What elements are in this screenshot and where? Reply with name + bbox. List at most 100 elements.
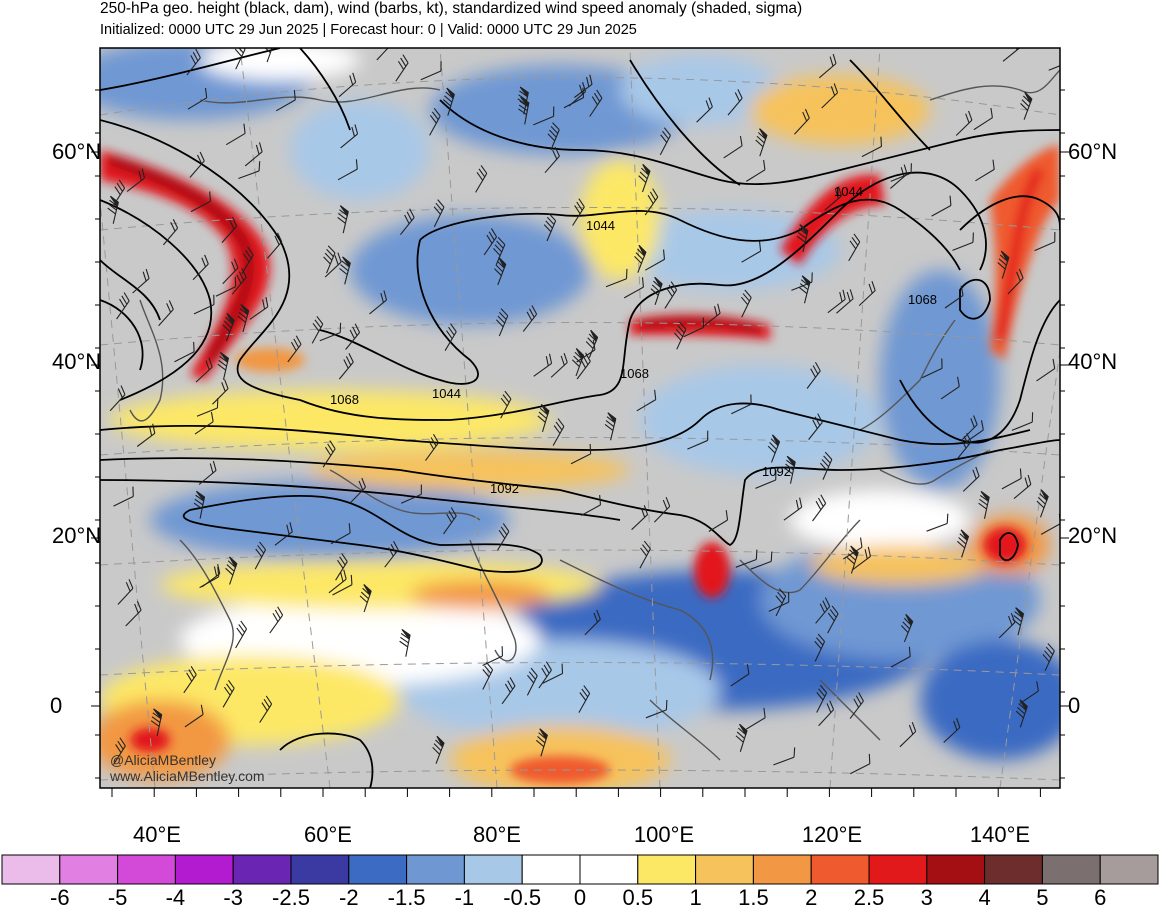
wind-barb (345, 323, 361, 350)
wind-barb (517, 86, 529, 115)
lon-label-120e: 120°E (801, 822, 863, 847)
wind-barb (846, 545, 859, 574)
wind-barb (580, 495, 602, 516)
wind-barb (816, 684, 828, 713)
wind-barb (225, 556, 238, 585)
wind-barb (537, 403, 550, 433)
colorbar-label: -2 (339, 885, 359, 910)
wind-barb (604, 412, 617, 441)
wind-barb (518, 96, 530, 125)
wind-barb (225, 123, 246, 146)
wind-barb (193, 490, 206, 519)
wind-barb (322, 440, 336, 468)
colorbar-box (868, 854, 928, 885)
wind-barb (189, 151, 205, 178)
map-plot-area (100, 48, 1060, 788)
wind-barb (631, 505, 649, 531)
contour-label: 1044 (432, 386, 461, 401)
wind-barb (183, 666, 197, 694)
wind-barb (217, 352, 229, 380)
wind-barb (442, 87, 455, 116)
wind-barb (793, 108, 810, 135)
wind-barb (664, 281, 678, 309)
lon-label-40e: 40°E (133, 822, 181, 847)
wind-barb (249, 297, 269, 320)
map-title: 250-hPa geo. height (black, dam), wind (… (100, 0, 803, 17)
wind-barb (237, 304, 250, 333)
wind-barb (339, 256, 351, 285)
wind-barb (806, 362, 821, 389)
wind-barb (796, 224, 809, 253)
wind-barb (369, 290, 388, 315)
wind-barb (395, 54, 409, 82)
wind-barb (741, 241, 762, 263)
wind-barb (775, 588, 787, 617)
colorbar-box (1, 854, 61, 885)
wind-barb (812, 494, 827, 522)
wind-barb (533, 106, 555, 126)
contour-label: 1092 (490, 481, 519, 496)
wind-barb (495, 308, 509, 337)
wind-barb (116, 292, 130, 320)
contour-label: 1068 (620, 366, 649, 381)
colorbar-box (1041, 854, 1101, 885)
wind-barb (639, 540, 651, 569)
wind-barb (186, 48, 201, 76)
wind-barb (340, 124, 359, 149)
lat-label-60n-right: 60°N (1068, 139, 1118, 164)
wind-barb (978, 491, 990, 519)
wind-barb (494, 257, 507, 286)
wind-barb (687, 430, 709, 450)
wind-barb (584, 609, 601, 636)
colorbar-label: -1.5 (387, 885, 426, 910)
wind-barb (194, 411, 214, 435)
wind-barb (338, 72, 357, 98)
wind-barb (126, 168, 146, 192)
wind-barb (244, 142, 263, 167)
wind-barb (201, 563, 221, 588)
wind-barb (818, 700, 835, 727)
wind-barb (975, 159, 995, 182)
colorbar-box (695, 854, 754, 885)
wind-barb (349, 477, 367, 504)
map-ticks (91, 89, 1069, 797)
colorbar-label: 2.5 (853, 885, 885, 910)
lat-label-60n-left: 60°N (52, 139, 102, 164)
lat-label-40n-right: 40°N (1068, 349, 1118, 374)
wind-barb (184, 704, 204, 728)
wind-barb (222, 313, 235, 342)
wind-barb (750, 551, 773, 570)
wind-barb (443, 507, 457, 535)
wind-barb (572, 198, 585, 226)
contour-label: 1068 (908, 292, 937, 307)
wind-barb (429, 107, 441, 136)
wind-barb (654, 496, 671, 523)
wind-barb (195, 357, 213, 383)
wind-barb (337, 205, 349, 234)
wind-barb (483, 228, 498, 256)
wind-barb (332, 574, 353, 596)
wind-barb (425, 434, 439, 461)
wind-barb (433, 199, 445, 228)
wind-barb (735, 723, 748, 752)
wind-barb (900, 614, 914, 643)
wind-barb (376, 48, 393, 61)
colorbar-box (59, 854, 119, 885)
wind-barb (650, 276, 663, 305)
wind-barb (1042, 643, 1055, 672)
wind-barb (328, 569, 347, 594)
wind-barb (731, 394, 752, 415)
colorbar-label: 1.5 (738, 885, 769, 910)
lon-label-140e: 140°E (969, 822, 1031, 847)
wind-barb (399, 208, 415, 236)
wind-barb (482, 646, 503, 666)
wind-barb (254, 541, 267, 570)
wind-barb (674, 321, 687, 350)
wind-barb (899, 722, 917, 748)
lat-label-0-right: 0 (1068, 693, 1081, 718)
wind-barb (808, 413, 823, 440)
wind-barb (1036, 358, 1056, 382)
wind-barb (241, 246, 254, 275)
colorbar-label: 3 (920, 885, 933, 910)
wind-barb (359, 584, 372, 613)
